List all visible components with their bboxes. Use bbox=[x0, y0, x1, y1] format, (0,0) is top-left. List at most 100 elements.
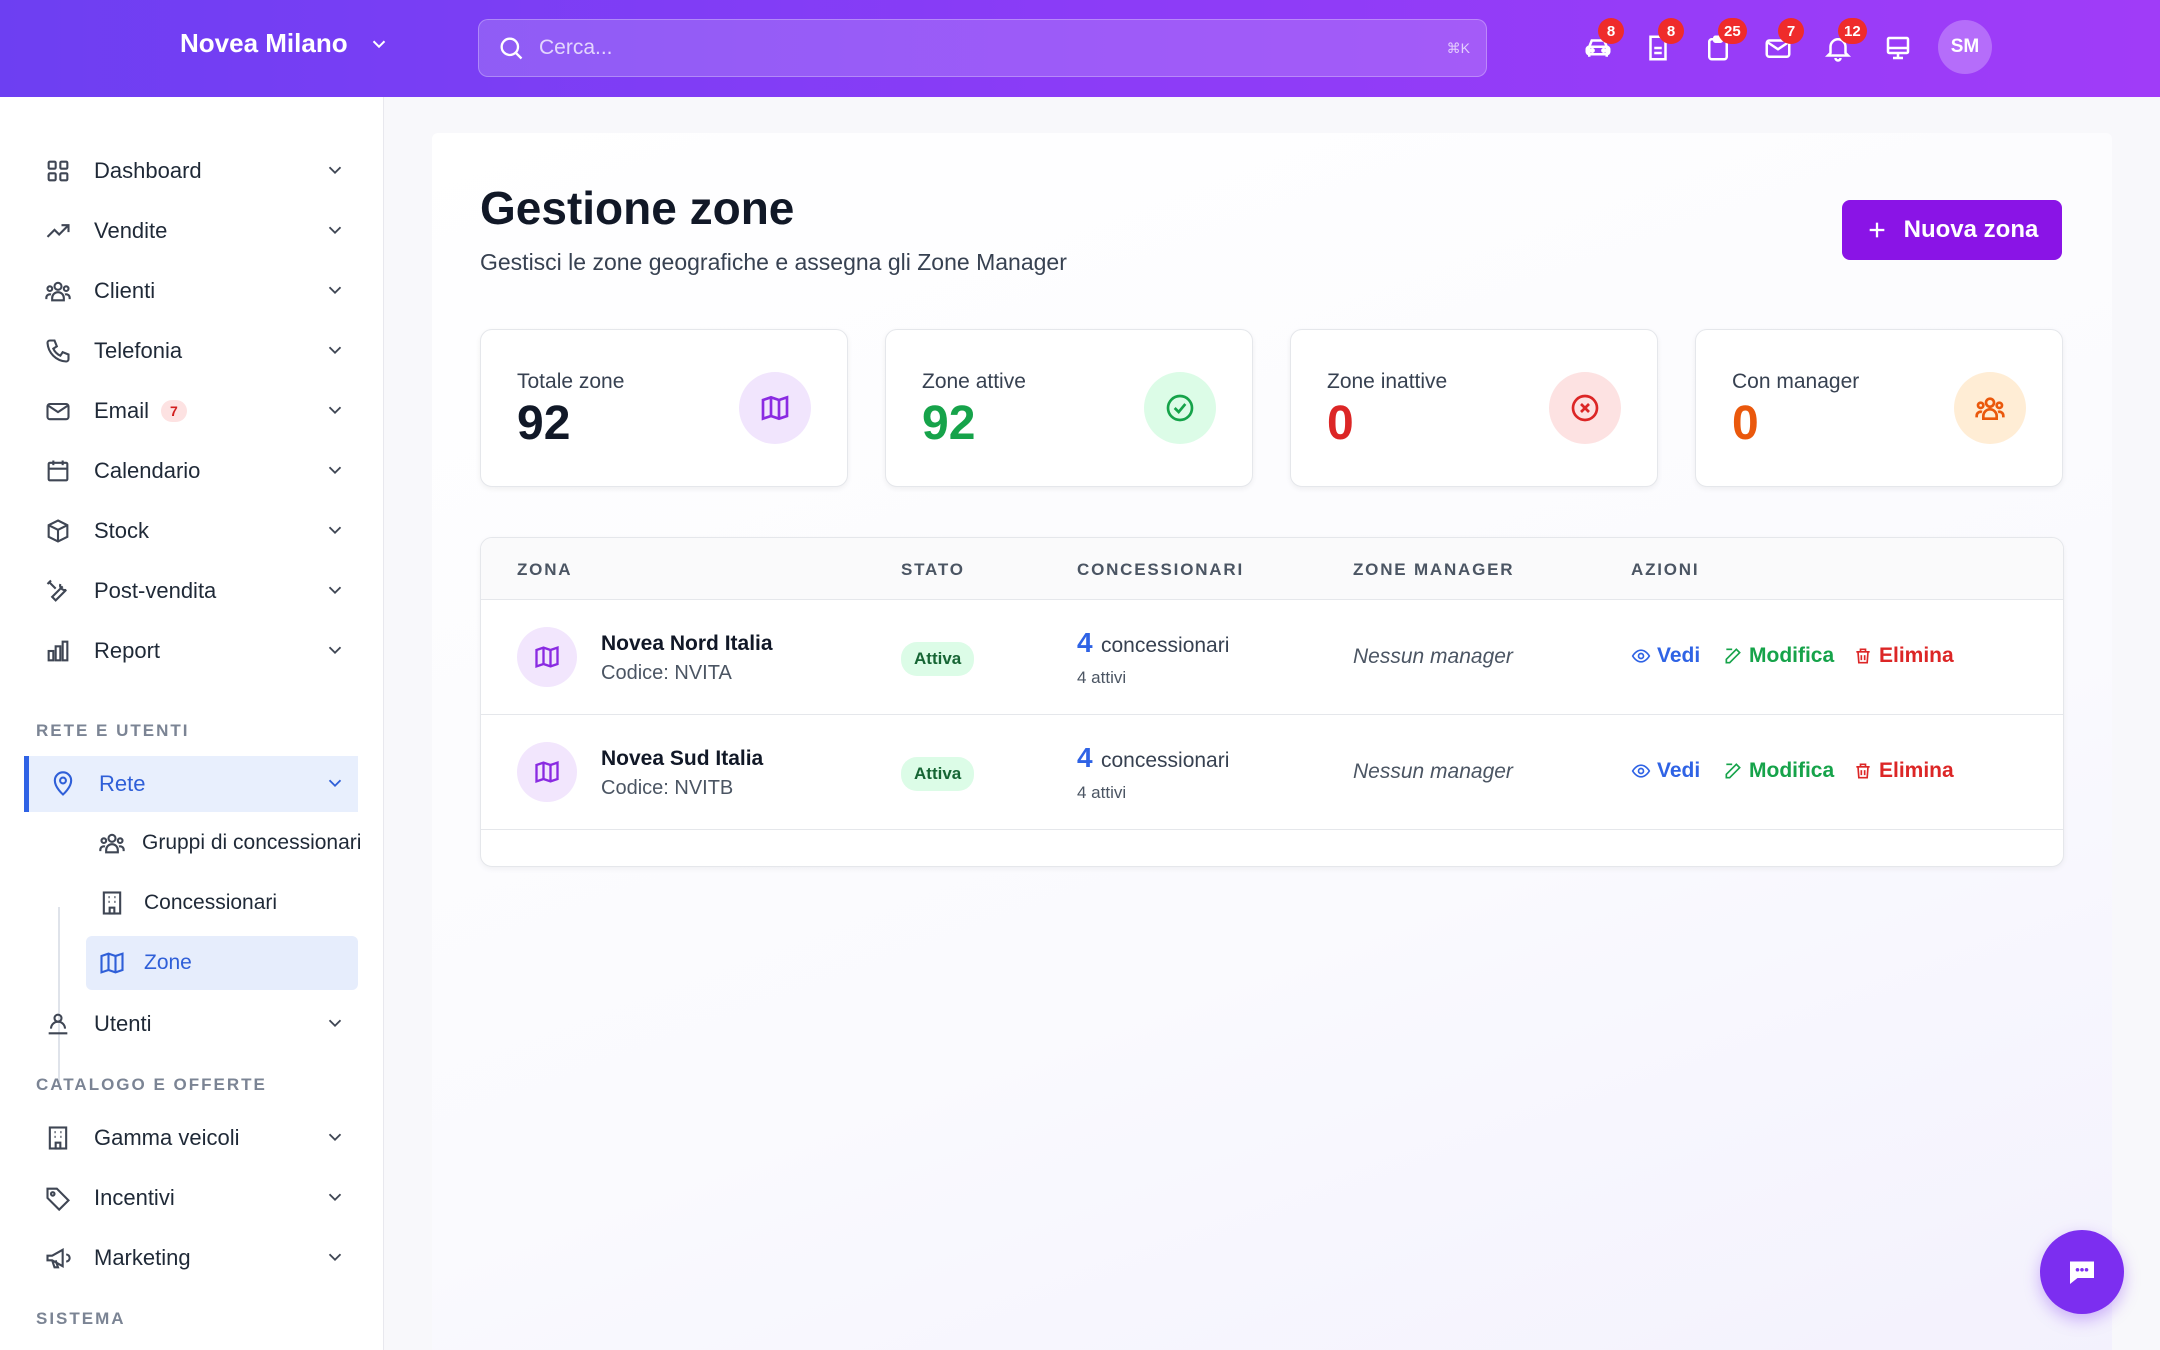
view-button[interactable]: Vedi bbox=[1631, 759, 1700, 783]
new-zone-button[interactable]: Nuova zona bbox=[1842, 200, 2062, 260]
sidebar-item-label: Clienti bbox=[94, 278, 156, 303]
user-network-icon bbox=[48, 1013, 68, 1035]
org-switcher[interactable]: Novea Milano bbox=[180, 28, 390, 59]
notifications-button[interactable]: 12 bbox=[1808, 18, 1868, 72]
sidebar-item-utenti[interactable]: Utenti bbox=[24, 996, 358, 1052]
chevron-down-icon bbox=[328, 406, 342, 415]
sidebar-item-vendite[interactable]: Vendite bbox=[24, 203, 358, 259]
display-button[interactable] bbox=[1868, 24, 1928, 72]
sidebar-item-label: Marketing bbox=[94, 1245, 191, 1270]
eye-icon bbox=[1631, 764, 1651, 778]
map-icon bbox=[100, 952, 124, 974]
col-header-stato: STATO bbox=[901, 560, 965, 579]
content-panel: Gestione zone Gestisci le zone geografic… bbox=[432, 133, 2112, 1350]
chevron-down-icon bbox=[328, 346, 342, 355]
sidebar-item-label: Post-vendita bbox=[94, 578, 217, 603]
stat-icon-wrap bbox=[1144, 372, 1216, 444]
stat-label: Con manager bbox=[1732, 370, 1860, 393]
edit-label: Modifica bbox=[1749, 644, 1835, 667]
chevron-down-icon bbox=[328, 466, 342, 475]
sidebar-item-label: Report bbox=[94, 638, 161, 663]
status-badge: Attiva bbox=[901, 642, 975, 676]
users-icon bbox=[99, 833, 125, 854]
bar-chart-icon bbox=[47, 640, 69, 662]
delete-button[interactable]: Elimina bbox=[1853, 644, 1954, 668]
sidebar-item-report[interactable]: Report bbox=[24, 623, 358, 679]
view-label: Vedi bbox=[1657, 644, 1701, 667]
tree-line bbox=[58, 907, 60, 1087]
sidebar-item-label: Dashboard bbox=[94, 158, 202, 183]
trash-icon bbox=[1856, 763, 1870, 779]
sidebar-item-label: Utenti bbox=[94, 1011, 152, 1036]
section-title-catalogo: CATALOGO E OFFERTE bbox=[36, 1075, 267, 1094]
search-bar[interactable]: ⌘K bbox=[478, 19, 1487, 77]
chevron-down-icon bbox=[328, 1193, 342, 1202]
sidebar-subitem-zone[interactable]: Zone bbox=[86, 936, 358, 990]
sidebar-item-calendario[interactable]: Calendario bbox=[24, 443, 358, 499]
stat-card-totale: Totale zone 92 bbox=[480, 329, 848, 487]
trash-icon bbox=[1856, 648, 1870, 664]
plus-icon bbox=[1869, 222, 1884, 238]
sidebar-subitem-concessionari[interactable]: Concessionari bbox=[86, 876, 358, 930]
users-icon bbox=[1975, 397, 2005, 420]
sidebar-item-marketing[interactable]: Marketing bbox=[24, 1230, 358, 1286]
edit-button[interactable]: Modifica bbox=[1723, 644, 1834, 668]
mail-button[interactable]: 7 bbox=[1748, 18, 1808, 72]
sidebar-item-rete[interactable]: Rete bbox=[24, 756, 358, 812]
stat-icon-wrap bbox=[739, 372, 811, 444]
sidebar-item-clienti[interactable]: Clienti bbox=[24, 263, 358, 319]
sidebar-item-label: Calendario bbox=[94, 458, 201, 483]
sidebar-item-dashboard[interactable]: Dashboard bbox=[24, 143, 358, 199]
documents-button[interactable]: 8 bbox=[1628, 18, 1688, 72]
delete-label: Elimina bbox=[1879, 644, 1954, 667]
sidebar-subitem-gruppi[interactable]: Gruppi di concessionari bbox=[86, 816, 361, 870]
zone-avatar bbox=[517, 742, 577, 802]
sidebar-item-label: Incentivi bbox=[94, 1185, 175, 1210]
sidebar-item-stock[interactable]: Stock bbox=[24, 503, 358, 559]
zones-table: ZONA STATO CONCESSIONARI ZONE MANAGER AZ… bbox=[480, 537, 2064, 867]
zone-code: Codice: NVITB bbox=[601, 777, 734, 799]
stat-icon-wrap bbox=[1954, 372, 2026, 444]
delete-button[interactable]: Elimina bbox=[1853, 759, 1954, 783]
section-title-sistema: SISTEMA bbox=[36, 1309, 126, 1328]
zone-avatar bbox=[517, 627, 577, 687]
page-title: Gestione zone bbox=[480, 182, 795, 234]
stat-card-attive: Zone attive 92 bbox=[885, 329, 1253, 487]
tasks-button[interactable]: 25 bbox=[1688, 18, 1748, 72]
documents-badge: 8 bbox=[1658, 18, 1684, 44]
dealer-count-label: concessionari bbox=[1101, 634, 1230, 657]
email-count-badge: 7 bbox=[161, 400, 187, 422]
chevron-down-icon bbox=[328, 526, 342, 535]
edit-icon bbox=[1725, 648, 1741, 664]
edit-button[interactable]: Modifica bbox=[1723, 759, 1834, 783]
user-avatar[interactable]: SM bbox=[1938, 20, 1992, 74]
search-icon bbox=[500, 37, 523, 60]
sidebar-item-telefonia[interactable]: Telefonia bbox=[24, 323, 358, 379]
dealer-count: 4 bbox=[1077, 742, 1093, 773]
map-pin-icon bbox=[53, 771, 73, 796]
view-button[interactable]: Vedi bbox=[1631, 644, 1700, 668]
stat-card-manager: Con manager 0 bbox=[1695, 329, 2063, 487]
mail-icon bbox=[46, 402, 70, 421]
sidebar-item-email[interactable]: Email 7 bbox=[24, 383, 358, 439]
col-header-azioni: AZIONI bbox=[1631, 560, 1700, 579]
sidebar-item-post-vendita[interactable]: Post-vendita bbox=[24, 563, 358, 619]
chat-button[interactable] bbox=[2040, 1230, 2124, 1314]
table-row: Novea Nord Italia Codice: NVITA Attiva 4… bbox=[481, 600, 2063, 715]
sidebar-item-label: Stock bbox=[94, 518, 150, 543]
car-button[interactable]: 8 bbox=[1568, 18, 1628, 72]
search-input[interactable] bbox=[539, 36, 1399, 60]
new-zone-label: Nuova zona bbox=[1903, 216, 2039, 243]
chat-bubble-icon bbox=[2070, 1261, 2094, 1284]
sidebar-item-gamma-veicoli[interactable]: Gamma veicoli bbox=[24, 1110, 358, 1166]
col-header-zona: ZONA bbox=[517, 560, 573, 579]
dealer-active-count: 4 attivi bbox=[1077, 783, 1127, 802]
view-label: Vedi bbox=[1657, 759, 1701, 782]
eye-icon bbox=[1631, 649, 1651, 663]
car-badge: 8 bbox=[1598, 18, 1624, 44]
status-badge: Attiva bbox=[901, 757, 975, 791]
chevron-down-icon bbox=[328, 1019, 342, 1028]
stat-value: 0 bbox=[1327, 397, 1354, 450]
sidebar-item-incentivi[interactable]: Incentivi bbox=[24, 1170, 358, 1226]
dealer-active-count: 4 attivi bbox=[1077, 668, 1127, 687]
